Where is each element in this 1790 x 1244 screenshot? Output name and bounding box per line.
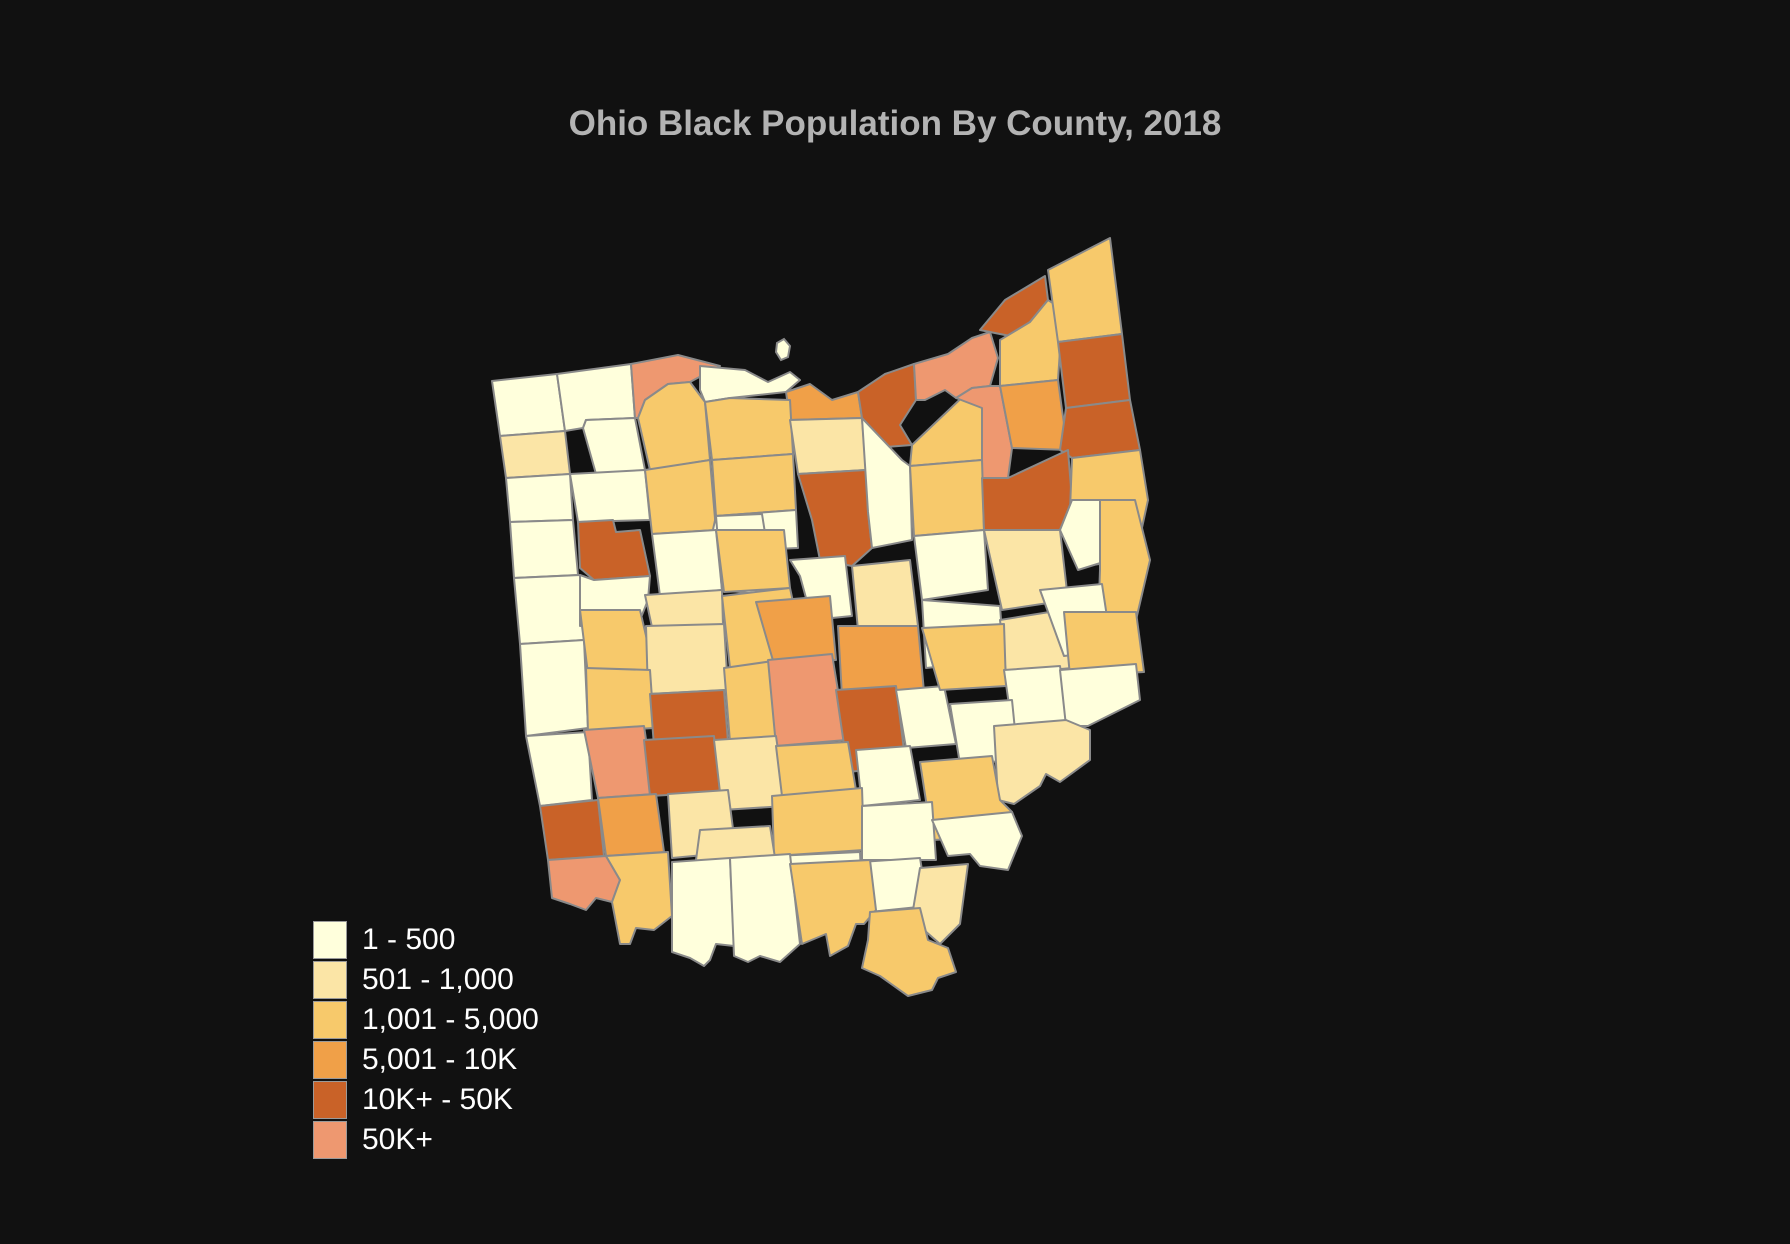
county-ross [771,787,865,857]
county-van-wert [509,519,579,579]
county-perry [895,685,957,749]
county-defiance [499,430,571,479]
legend-item: 501 - 1,000 [313,960,539,1000]
county-paulding [505,473,574,523]
county-hancock [644,459,717,535]
county-hamilton [547,855,621,911]
county-mercer [513,574,585,645]
county-ashtabula [1047,237,1123,343]
county-sandusky [704,397,794,461]
county-miami [585,667,655,733]
county-scioto [789,859,877,957]
legend-swatch [313,1001,347,1039]
legend-label: 10K+ - 50K [362,1083,513,1116]
county-greene [643,735,721,797]
county-huron [789,417,867,475]
legend-label: 1 - 500 [362,923,456,956]
counties-layer [491,237,1151,997]
county-muskingum [921,623,1007,691]
legend-item: 1 - 500 [313,920,539,960]
county-trumbull [1057,333,1131,409]
county-clermont [605,851,673,945]
county-mahoning [1059,399,1141,459]
county-pickaway [775,741,857,797]
county-richland [797,469,873,567]
county-seneca [711,453,797,517]
county-darke [519,639,589,737]
county-henry [582,417,646,475]
county-delaware [755,595,837,665]
county-shelby [579,609,655,675]
legend-item: 1,001 - 5,000 [313,1000,539,1040]
legend-item: 5,001 - 10K [313,1040,539,1080]
county-vinton [861,801,937,861]
legend-swatch [313,1081,347,1119]
legend-item: 50K+ [313,1120,539,1160]
county-adams [729,853,801,963]
county-marion [715,529,791,593]
county-allen [577,519,651,581]
county-brown [671,857,735,967]
county-ashland [861,417,913,549]
county-knox [851,559,919,631]
county-franklin [767,653,847,747]
county-wayne [909,459,985,537]
county-warren [597,793,665,857]
legend-item: 10K+ - 50K [313,1080,539,1120]
legend-swatch [313,1121,347,1159]
county-meigs [931,811,1023,871]
map-legend: 1 - 500 501 - 1,000 1,001 - 5,000 5,001 … [313,920,539,1160]
county-hardin [651,529,723,597]
county-hocking [855,745,921,807]
legend-label: 501 - 1,000 [362,963,514,996]
legend-swatch [313,1041,347,1079]
county-monroe [1059,663,1141,727]
county-putnam [569,469,651,523]
legend-label: 50K+ [362,1123,433,1156]
county-erie [785,383,863,421]
county-williams [491,373,566,437]
county-holmes [913,529,989,601]
county-licking [837,625,925,697]
county-ottawa [699,365,801,403]
legend-label: 5,001 - 10K [362,1043,518,1076]
kelleys-island [774,337,792,362]
county-montgomery [583,725,655,799]
county-champaign [645,623,729,695]
county-belmont [1063,611,1145,677]
county-lawrence [861,907,957,997]
county-washington [993,719,1091,805]
county-portage [999,379,1069,451]
county-preble [525,731,593,807]
legend-label: 1,001 - 5,000 [362,1003,539,1036]
map-title: Ohio Black Population By County, 2018 [568,104,1222,143]
county-butler [539,799,605,861]
legend-swatch [313,961,347,999]
legend-swatch [313,921,347,959]
